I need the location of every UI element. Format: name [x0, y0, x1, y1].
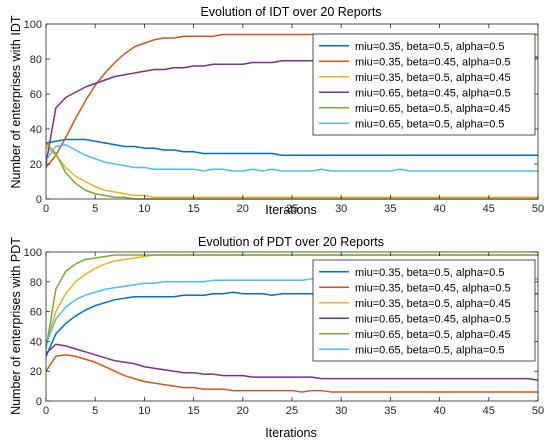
legend-box [312, 259, 536, 362]
x-tick-label: 35 [384, 203, 396, 215]
y-tick-label: 40 [30, 336, 42, 348]
y-tick-label: 40 [30, 124, 42, 136]
y-tick-label: 20 [30, 159, 42, 171]
x-tick-label: 35 [384, 405, 396, 417]
legend-label: miu=0.65, beta=0.5, alpha=0.5 [355, 118, 505, 130]
chart-title: Evolution of IDT over 20 Reports [200, 5, 381, 19]
x-axis-label: Iterations [265, 203, 316, 217]
legend-label: miu=0.35, beta=0.5, alpha=0.45 [355, 298, 511, 310]
x-axis-label: Iterations [265, 426, 316, 440]
x-tick-label: 15 [187, 405, 199, 417]
legend-label: miu=0.35, beta=0.45, alpha=0.5 [355, 56, 511, 68]
legend-label: miu=0.35, beta=0.5, alpha=0.5 [355, 41, 505, 53]
legend-label: miu=0.35, beta=0.5, alpha=0.45 [355, 72, 511, 84]
x-tick-label: 30 [335, 405, 347, 417]
x-tick-label: 10 [138, 405, 150, 417]
x-tick-label: 45 [483, 203, 495, 215]
y-tick-label: 20 [30, 366, 42, 378]
y-axis-label: Number of enterprises with IDT [9, 15, 23, 188]
y-axis-label: Number of enterprises with PDT [9, 237, 23, 415]
x-tick-label: 50 [532, 203, 544, 215]
series-line-1 [46, 138, 538, 156]
legend: miu=0.35, beta=0.5, alpha=0.5 miu=0.35, b… [312, 33, 536, 136]
x-tick-label: 5 [92, 405, 98, 417]
x-tick-label: 25 [286, 203, 298, 215]
y-tick-label: 0 [36, 194, 42, 206]
x-tick-label: 0 [43, 405, 49, 417]
x-tick-label: 40 [433, 405, 445, 417]
y-tick-label: 100 [24, 19, 42, 31]
y-tick-label: 60 [30, 307, 42, 319]
x-tick-label: 0 [43, 203, 49, 215]
legend-label: miu=0.35, beta=0.45, alpha=0.5 [355, 282, 511, 294]
y-tick-label: 0 [36, 396, 42, 408]
legend-label: miu=0.65, beta=0.5, alpha=0.5 [355, 344, 505, 356]
x-tick-label: 45 [483, 405, 495, 417]
x-tick-label: 5 [92, 203, 98, 215]
x-tick-label: 50 [532, 405, 544, 417]
pdt-chart: Evolution of PDT over 20 Reports Iterati… [9, 235, 544, 440]
y-tick-label: 80 [30, 54, 42, 66]
idt-chart: Evolution of IDT over 20 Reports Iterati… [9, 5, 544, 217]
legend-box [312, 33, 536, 136]
series-line-4 [46, 343, 538, 381]
x-tick-label: 15 [187, 203, 199, 215]
y-tick-label: 80 [30, 277, 42, 289]
series-line-3 [46, 145, 538, 198]
series-line-6 [46, 144, 538, 172]
x-tick-label: 20 [237, 203, 249, 215]
legend-label: miu=0.65, beta=0.5, alpha=0.45 [355, 329, 511, 341]
series-line-2 [46, 354, 538, 393]
x-tick-label: 10 [138, 203, 150, 215]
legend-label: miu=0.65, beta=0.5, alpha=0.45 [355, 103, 511, 115]
legend-label: miu=0.35, beta=0.5, alpha=0.5 [355, 267, 505, 279]
x-tick-label: 25 [286, 405, 298, 417]
x-tick-label: 40 [433, 203, 445, 215]
y-tick-label: 60 [30, 89, 42, 101]
chart-title: Evolution of PDT over 20 Reports [198, 235, 384, 249]
x-tick-label: 20 [237, 405, 249, 417]
legend-label: miu=0.65, beta=0.45, alpha=0.5 [355, 87, 511, 99]
legend-label: miu=0.65, beta=0.45, alpha=0.5 [355, 313, 511, 325]
y-tick-label: 100 [24, 247, 42, 259]
x-tick-label: 30 [335, 203, 347, 215]
legend: miu=0.35, beta=0.5, alpha=0.5 miu=0.35, b… [312, 259, 536, 362]
